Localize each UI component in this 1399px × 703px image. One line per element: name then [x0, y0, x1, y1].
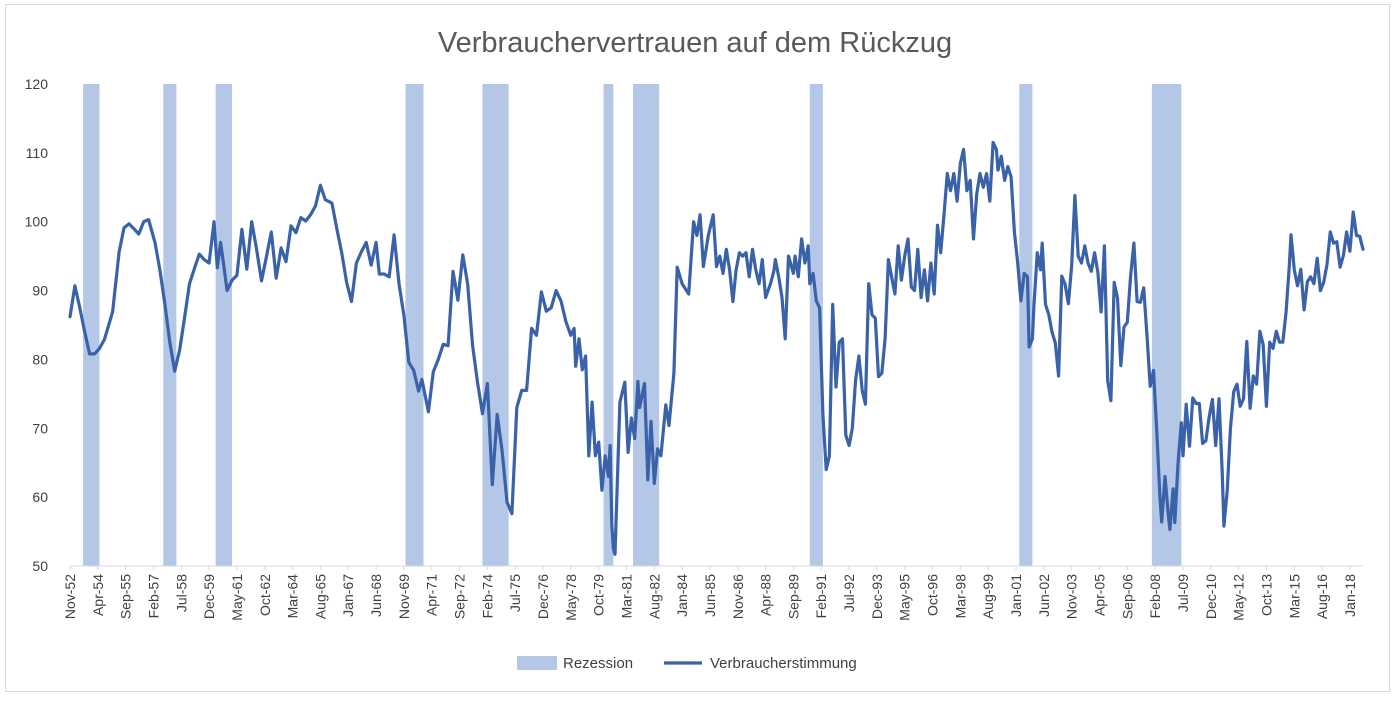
recession-band [809, 84, 823, 566]
x-tick-label: Dec-59 [201, 574, 217, 619]
x-tick-label: Jul-09 [1175, 574, 1191, 612]
x-tick-label: Jan-84 [674, 574, 690, 617]
x-tick-label: Jul-58 [173, 574, 189, 612]
y-tick-label: 120 [25, 76, 49, 92]
x-tick-label: Feb-74 [479, 574, 495, 619]
x-tick-label: Jun-68 [368, 574, 384, 617]
x-tick-label: Aug-16 [1314, 574, 1330, 619]
x-tick-label: Sep-06 [1119, 574, 1135, 619]
x-tick-label: Nov-69 [396, 574, 412, 619]
y-tick-label: 100 [25, 214, 49, 230]
legend-label-rezession: Rezession [563, 655, 633, 672]
x-tick-label: Aug-99 [980, 574, 996, 619]
x-tick-label: Jul-92 [841, 574, 857, 612]
x-tick-label: Jan-01 [1008, 574, 1024, 617]
y-tick-label: 80 [32, 351, 48, 367]
recession-band [603, 84, 614, 566]
x-tick-label: Oct-62 [257, 574, 273, 616]
axes: 50 60 70 80 90 100 110 120 Nov-52 Apr-54 Sep-55 Feb… [25, 76, 1363, 621]
x-tick-label: Jan-67 [340, 574, 356, 617]
x-tick-label: May-61 [229, 574, 245, 621]
x-tick-label: Dec-93 [869, 574, 885, 619]
recession-band [405, 84, 424, 566]
x-tick-label: May-78 [563, 574, 579, 621]
x-tick-label: Dec-76 [535, 574, 551, 619]
x-tick-label: Mar-98 [952, 574, 968, 619]
x-tick-label: Nov-52 [62, 574, 78, 619]
y-tick-label: 50 [32, 558, 48, 574]
x-tick-label: May-95 [897, 574, 913, 621]
x-tick-label: Oct-13 [1258, 574, 1274, 616]
recession-band [163, 84, 177, 566]
x-tick-label: Mar-64 [285, 574, 301, 619]
x-tick-label: Apr-71 [424, 574, 440, 616]
y-tick-label: 70 [32, 420, 48, 436]
recession-band [215, 84, 233, 566]
x-tick-label: Feb-08 [1147, 574, 1163, 619]
x-tick-label: Feb-57 [145, 574, 161, 619]
x-tick-label: Aug-65 [312, 574, 328, 619]
legend: Rezession Verbraucherstimmung [517, 655, 857, 672]
recession-bands [83, 84, 1182, 566]
x-tick-label: Sep-72 [452, 574, 468, 619]
series-line-verbraucherstimmung [68, 140, 1365, 556]
recession-band [633, 84, 660, 566]
x-tick-label: Apr-05 [1091, 574, 1107, 616]
x-tick-label: Dec-10 [1203, 574, 1219, 619]
x-tick-label: May-12 [1231, 574, 1247, 621]
x-tick-label: Nov-03 [1064, 574, 1080, 619]
x-tick-label: Jun-85 [702, 574, 718, 617]
x-tick-label: Oct-79 [591, 574, 607, 616]
x-tick-label: Aug-82 [646, 574, 662, 619]
y-tick-label: 60 [32, 489, 48, 505]
legend-label-verbraucherstimmung: Verbraucherstimmung [710, 655, 857, 672]
x-tick-label: Mar-81 [618, 574, 634, 619]
y-tick-label: 90 [32, 283, 48, 299]
x-tick-label: Feb-91 [813, 574, 829, 619]
recession-band [1019, 84, 1033, 566]
x-tick-label: Oct-96 [925, 574, 941, 616]
x-tick-label: Nov-86 [730, 574, 746, 619]
legend-swatch-rezession [517, 656, 557, 670]
x-tick-label: Jun-02 [1036, 574, 1052, 617]
series-lines [68, 140, 1365, 556]
x-tick-label: Sep-89 [785, 574, 801, 619]
x-tick-label: Apr-88 [758, 574, 774, 616]
x-tick-label: Mar-15 [1286, 574, 1302, 619]
x-tick-label: Jul-75 [507, 574, 523, 612]
recession-band [83, 84, 100, 566]
x-tick-label: Sep-55 [118, 574, 134, 619]
x-tick-label: Jan-18 [1342, 574, 1358, 617]
x-tick-label: Apr-54 [90, 574, 106, 616]
y-tick-label: 110 [26, 145, 49, 161]
chart-title: Verbrauchervertrauen auf dem Rückzug [438, 27, 952, 59]
